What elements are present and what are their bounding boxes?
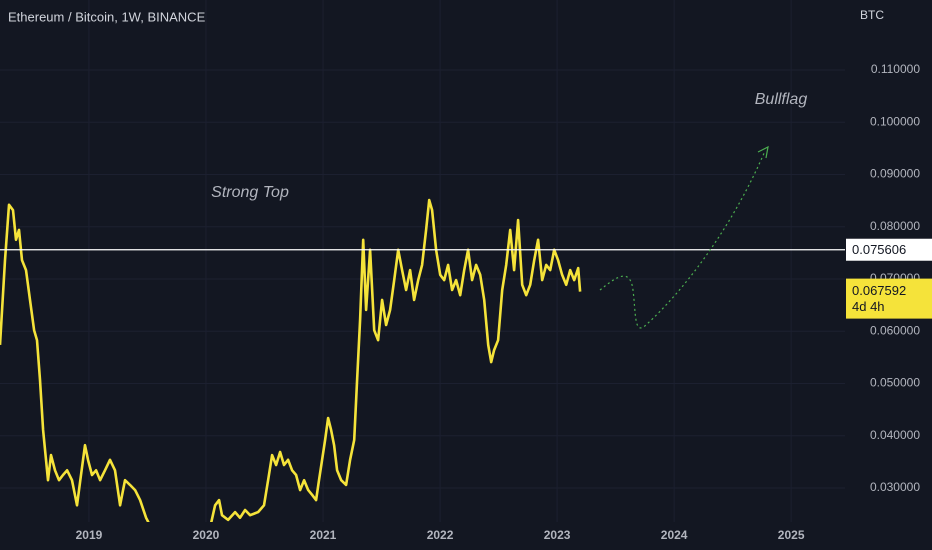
x-tick-label: 2023 (544, 528, 571, 542)
chart-title: Ethereum / Bitcoin, 1W, BINANCE (8, 9, 206, 24)
x-axis-band (0, 522, 932, 550)
y-tick-label: 0.060000 (870, 323, 920, 337)
last-price-label: 0.067592 (852, 283, 906, 298)
y-tick-label: 0.100000 (870, 114, 920, 128)
plot (0, 198, 845, 522)
y-tick-label: 0.040000 (870, 428, 920, 442)
projection-arrowhead (757, 145, 769, 159)
y-tick-label: 0.090000 (870, 167, 920, 181)
y-unit: BTC (860, 8, 884, 22)
y-tick-label: 0.050000 (870, 376, 920, 390)
overlay: 0.0300000.0400000.0500000.0600000.070000… (0, 62, 932, 550)
y-tick-label: 0.080000 (870, 219, 920, 233)
x-tick-label: 2025 (778, 528, 805, 542)
y-tick-label: 0.030000 (870, 480, 920, 494)
annotation: Bullflag (755, 91, 808, 108)
level-label: 0.075606 (852, 242, 906, 257)
level-label-box (846, 238, 932, 261)
x-tick-label: 2020 (193, 528, 220, 542)
projection-path (599, 150, 766, 329)
y-tick-label: 0.110000 (871, 62, 920, 76)
last-price-box (846, 278, 932, 319)
x-tick-label: 2021 (310, 528, 337, 542)
x-tick-label: 2019 (76, 528, 103, 542)
x-tick-label: 2024 (661, 528, 688, 542)
price-line (0, 198, 582, 522)
annotation: Strong Top (211, 184, 289, 201)
countdown-label: 4d 4h (852, 299, 885, 314)
x-tick-label: 2022 (427, 528, 454, 542)
